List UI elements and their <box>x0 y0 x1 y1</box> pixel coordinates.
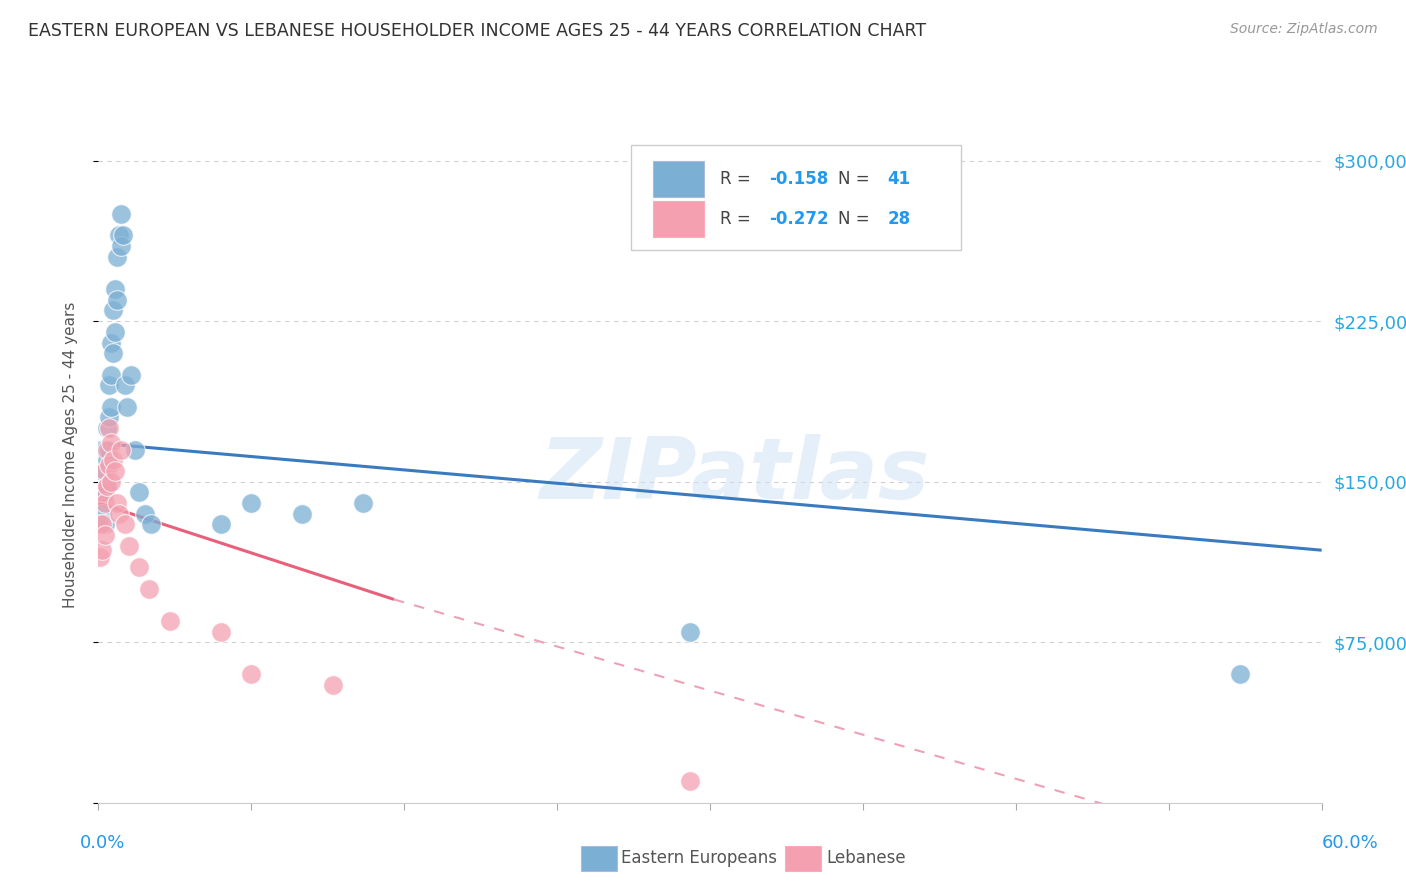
Point <box>96 442 118 457</box>
Point <box>89 549 111 564</box>
Point <box>115 400 138 414</box>
Point <box>114 517 136 532</box>
Text: 60.0%: 60.0% <box>1322 834 1378 852</box>
Text: Source: ZipAtlas.com: Source: ZipAtlas.com <box>1230 22 1378 37</box>
Text: Eastern Europeans: Eastern Europeans <box>621 849 778 867</box>
Point <box>93 442 115 457</box>
Point <box>91 517 114 532</box>
Point <box>105 250 128 264</box>
Point <box>128 485 150 500</box>
Text: 28: 28 <box>887 210 911 228</box>
Point <box>209 517 232 532</box>
Point <box>134 507 156 521</box>
Text: 41: 41 <box>887 170 911 188</box>
Point <box>128 560 150 574</box>
Point <box>141 517 163 532</box>
Point <box>104 325 127 339</box>
Point <box>89 517 111 532</box>
Point <box>97 442 120 457</box>
FancyBboxPatch shape <box>652 161 704 197</box>
Point <box>108 228 131 243</box>
Point <box>322 678 344 692</box>
Point <box>111 228 134 243</box>
Text: N =: N = <box>838 210 876 228</box>
Point <box>1229 667 1251 681</box>
Point <box>110 239 132 253</box>
Point <box>96 479 118 493</box>
Point <box>101 453 124 467</box>
Point <box>97 458 120 472</box>
Point <box>110 442 132 457</box>
Point <box>101 303 124 318</box>
Point <box>100 335 122 350</box>
Point <box>100 368 122 382</box>
Point <box>91 464 114 478</box>
Point <box>91 485 114 500</box>
Point <box>89 485 111 500</box>
Point <box>110 207 132 221</box>
Point <box>104 464 127 478</box>
Text: ZIPatlas: ZIPatlas <box>540 434 929 517</box>
Point <box>96 453 118 467</box>
Point <box>101 346 124 360</box>
Point <box>679 774 702 789</box>
Point <box>91 507 114 521</box>
Point <box>104 282 127 296</box>
Point <box>108 507 131 521</box>
Point <box>100 475 122 489</box>
Text: -0.158: -0.158 <box>769 170 828 188</box>
Text: R =: R = <box>720 210 756 228</box>
Point <box>240 496 263 510</box>
Point <box>96 421 118 435</box>
Point <box>100 436 122 450</box>
Point <box>91 543 114 558</box>
Point <box>352 496 374 510</box>
Point <box>97 410 120 425</box>
Point <box>96 479 118 493</box>
Point <box>209 624 232 639</box>
Point <box>679 624 702 639</box>
Point <box>105 293 128 307</box>
Point <box>93 517 115 532</box>
Y-axis label: Householder Income Ages 25 - 44 years: Householder Income Ages 25 - 44 years <box>63 301 77 608</box>
Text: N =: N = <box>838 170 876 188</box>
Point <box>240 667 263 681</box>
Point <box>93 485 115 500</box>
FancyBboxPatch shape <box>630 145 960 250</box>
Point <box>138 582 160 596</box>
Point <box>114 378 136 392</box>
Point <box>93 496 115 510</box>
Point <box>105 496 128 510</box>
Point <box>118 539 141 553</box>
Point <box>120 368 142 382</box>
Text: R =: R = <box>720 170 756 188</box>
Point <box>93 464 115 478</box>
Text: 0.0%: 0.0% <box>80 834 125 852</box>
Text: EASTERN EUROPEAN VS LEBANESE HOUSEHOLDER INCOME AGES 25 - 44 YEARS CORRELATION C: EASTERN EUROPEAN VS LEBANESE HOUSEHOLDER… <box>28 22 927 40</box>
Point <box>159 614 181 628</box>
Point <box>97 421 120 435</box>
Point <box>100 400 122 414</box>
Text: -0.272: -0.272 <box>769 210 828 228</box>
Text: Lebanese: Lebanese <box>827 849 907 867</box>
FancyBboxPatch shape <box>652 201 704 237</box>
Point <box>124 442 146 457</box>
Point <box>97 378 120 392</box>
Point <box>291 507 314 521</box>
Point <box>93 528 115 542</box>
